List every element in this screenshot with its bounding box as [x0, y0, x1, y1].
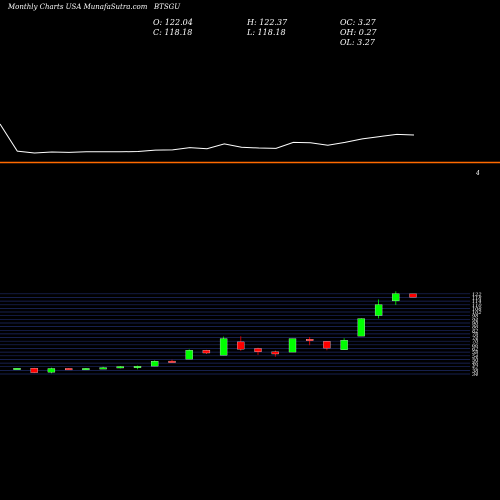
price-axis-tick-label: 78	[472, 332, 478, 338]
candle-body	[392, 293, 400, 302]
candle	[219, 336, 228, 356]
price-axis-tick-label: 42	[471, 365, 478, 371]
price-line	[0, 123, 415, 154]
candle	[271, 350, 279, 357]
price-axis-tick-label: 50	[472, 357, 479, 363]
candle-body	[185, 350, 193, 360]
candle-body	[306, 339, 314, 341]
site-header: Monthly Charts USA MunafaSutra.com	[8, 3, 148, 11]
price-axis-tick-label: 46	[471, 361, 479, 367]
ohlc-ol: OL: 3.27	[340, 38, 375, 47]
price-axis-tick-label: 54	[472, 354, 478, 360]
candle	[133, 365, 142, 370]
ohlc-high: H: 122.37	[247, 18, 288, 27]
ohlc-oc: OC: 3.27	[340, 18, 376, 27]
candle	[13, 368, 21, 370]
candle	[65, 368, 73, 371]
price-axis-tick-label: 106	[472, 306, 482, 312]
price-axis-tick-label: 58	[472, 350, 478, 356]
candle	[151, 360, 159, 367]
candle	[306, 337, 314, 346]
price-axis-tick-label: 94	[472, 317, 478, 323]
price-axis-tick-label: 114	[472, 299, 482, 305]
price-axis-tick-label: 86	[472, 325, 479, 331]
ohlc-close: C: 118.18	[153, 28, 193, 37]
price-axis-tick-label: 34	[472, 372, 478, 378]
candle	[392, 291, 400, 305]
price-axis-tick-label: 98	[472, 314, 478, 320]
candle-body	[30, 368, 38, 373]
candle	[323, 341, 331, 351]
candle-body	[65, 368, 73, 371]
candle-body	[271, 351, 279, 355]
candle-body	[99, 367, 107, 370]
price-axis-tick-label: 70	[472, 339, 479, 345]
price-grid	[0, 293, 470, 375]
candle-body	[237, 341, 245, 350]
candle-body	[374, 304, 383, 316]
candle	[374, 299, 383, 319]
price-axis-tick-label: 74	[472, 336, 478, 342]
price-axis-tick-label: 122	[472, 292, 482, 298]
candle	[237, 336, 245, 351]
price-axis-tick-label: 118	[472, 296, 482, 302]
candle	[357, 318, 365, 337]
candle	[82, 368, 90, 371]
candle	[409, 293, 417, 298]
candle-body	[357, 318, 365, 337]
candle	[254, 347, 262, 355]
candle	[288, 338, 297, 353]
price-axis-tick-label: 90	[472, 321, 479, 327]
price-axis-tick-label: 102	[472, 310, 482, 316]
price-axis-tick-label: 110	[472, 303, 482, 309]
candle-body	[254, 348, 262, 352]
price-axis-tick-label: 82	[472, 328, 478, 334]
candle-body	[151, 361, 159, 367]
candle	[116, 366, 124, 369]
ticker-symbol: BTSGU	[154, 3, 181, 11]
price-axis-tick-label: 38	[472, 368, 478, 374]
candle-body	[133, 366, 142, 368]
candle-body	[409, 293, 417, 298]
candle	[47, 367, 56, 374]
candle-body	[116, 366, 124, 369]
volume-label: 4	[475, 170, 480, 177]
candle	[202, 349, 211, 354]
price-axis-tick-label: 62	[472, 347, 478, 353]
ohlc-oh: OH: 0.27	[340, 28, 377, 37]
candle-body	[323, 341, 331, 349]
price-axis: 1221181141101061029894908682787470666258…	[471, 292, 482, 378]
price-axis-tick-label: 66	[472, 343, 479, 349]
candle-body	[340, 340, 348, 350]
candle	[340, 338, 348, 350]
candle	[185, 349, 193, 360]
candle-body	[168, 360, 176, 363]
candle-body	[82, 368, 90, 371]
candle-body	[288, 338, 297, 353]
candle-body	[202, 350, 211, 354]
ohlc-open: O: 122.04	[153, 18, 193, 27]
ohlc-low: L: 118.18	[247, 28, 286, 37]
candle	[99, 366, 107, 370]
candles	[13, 291, 417, 374]
candle-body	[13, 368, 21, 370]
candle-body	[47, 368, 56, 373]
candle-body	[219, 338, 228, 356]
candle	[30, 367, 38, 374]
candle	[168, 359, 176, 363]
